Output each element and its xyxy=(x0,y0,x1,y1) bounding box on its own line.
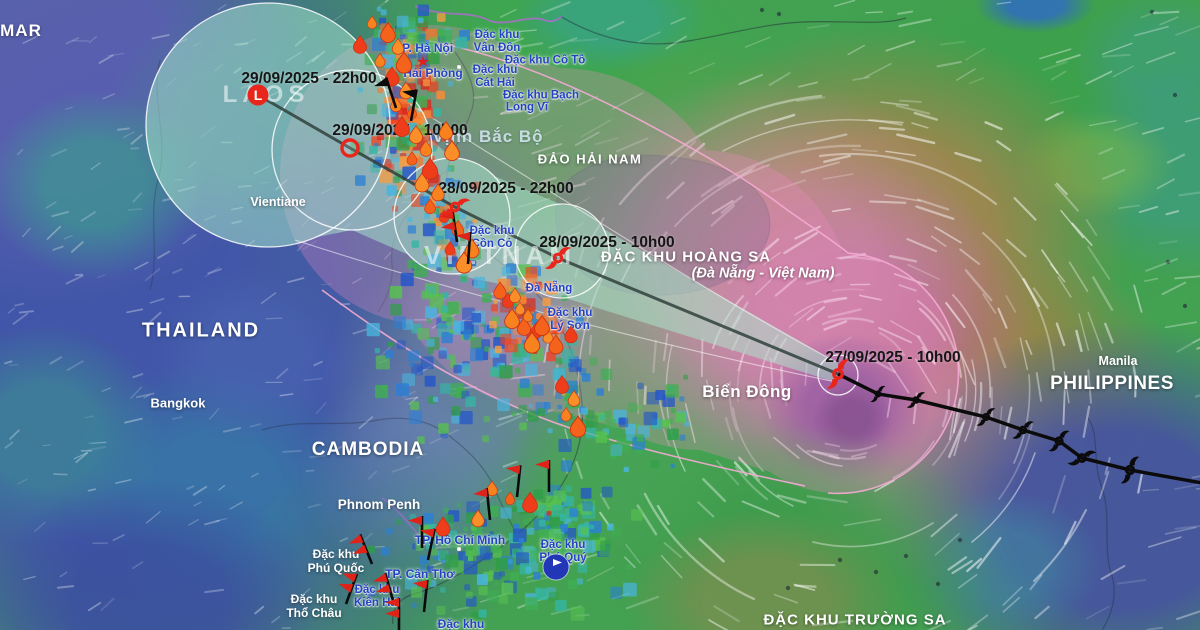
map-graphics-layer xyxy=(4,0,1200,630)
weather-map[interactable]: MAR THAILAND Bangkok CAMBODIA Phnom Penh… xyxy=(0,0,1200,630)
